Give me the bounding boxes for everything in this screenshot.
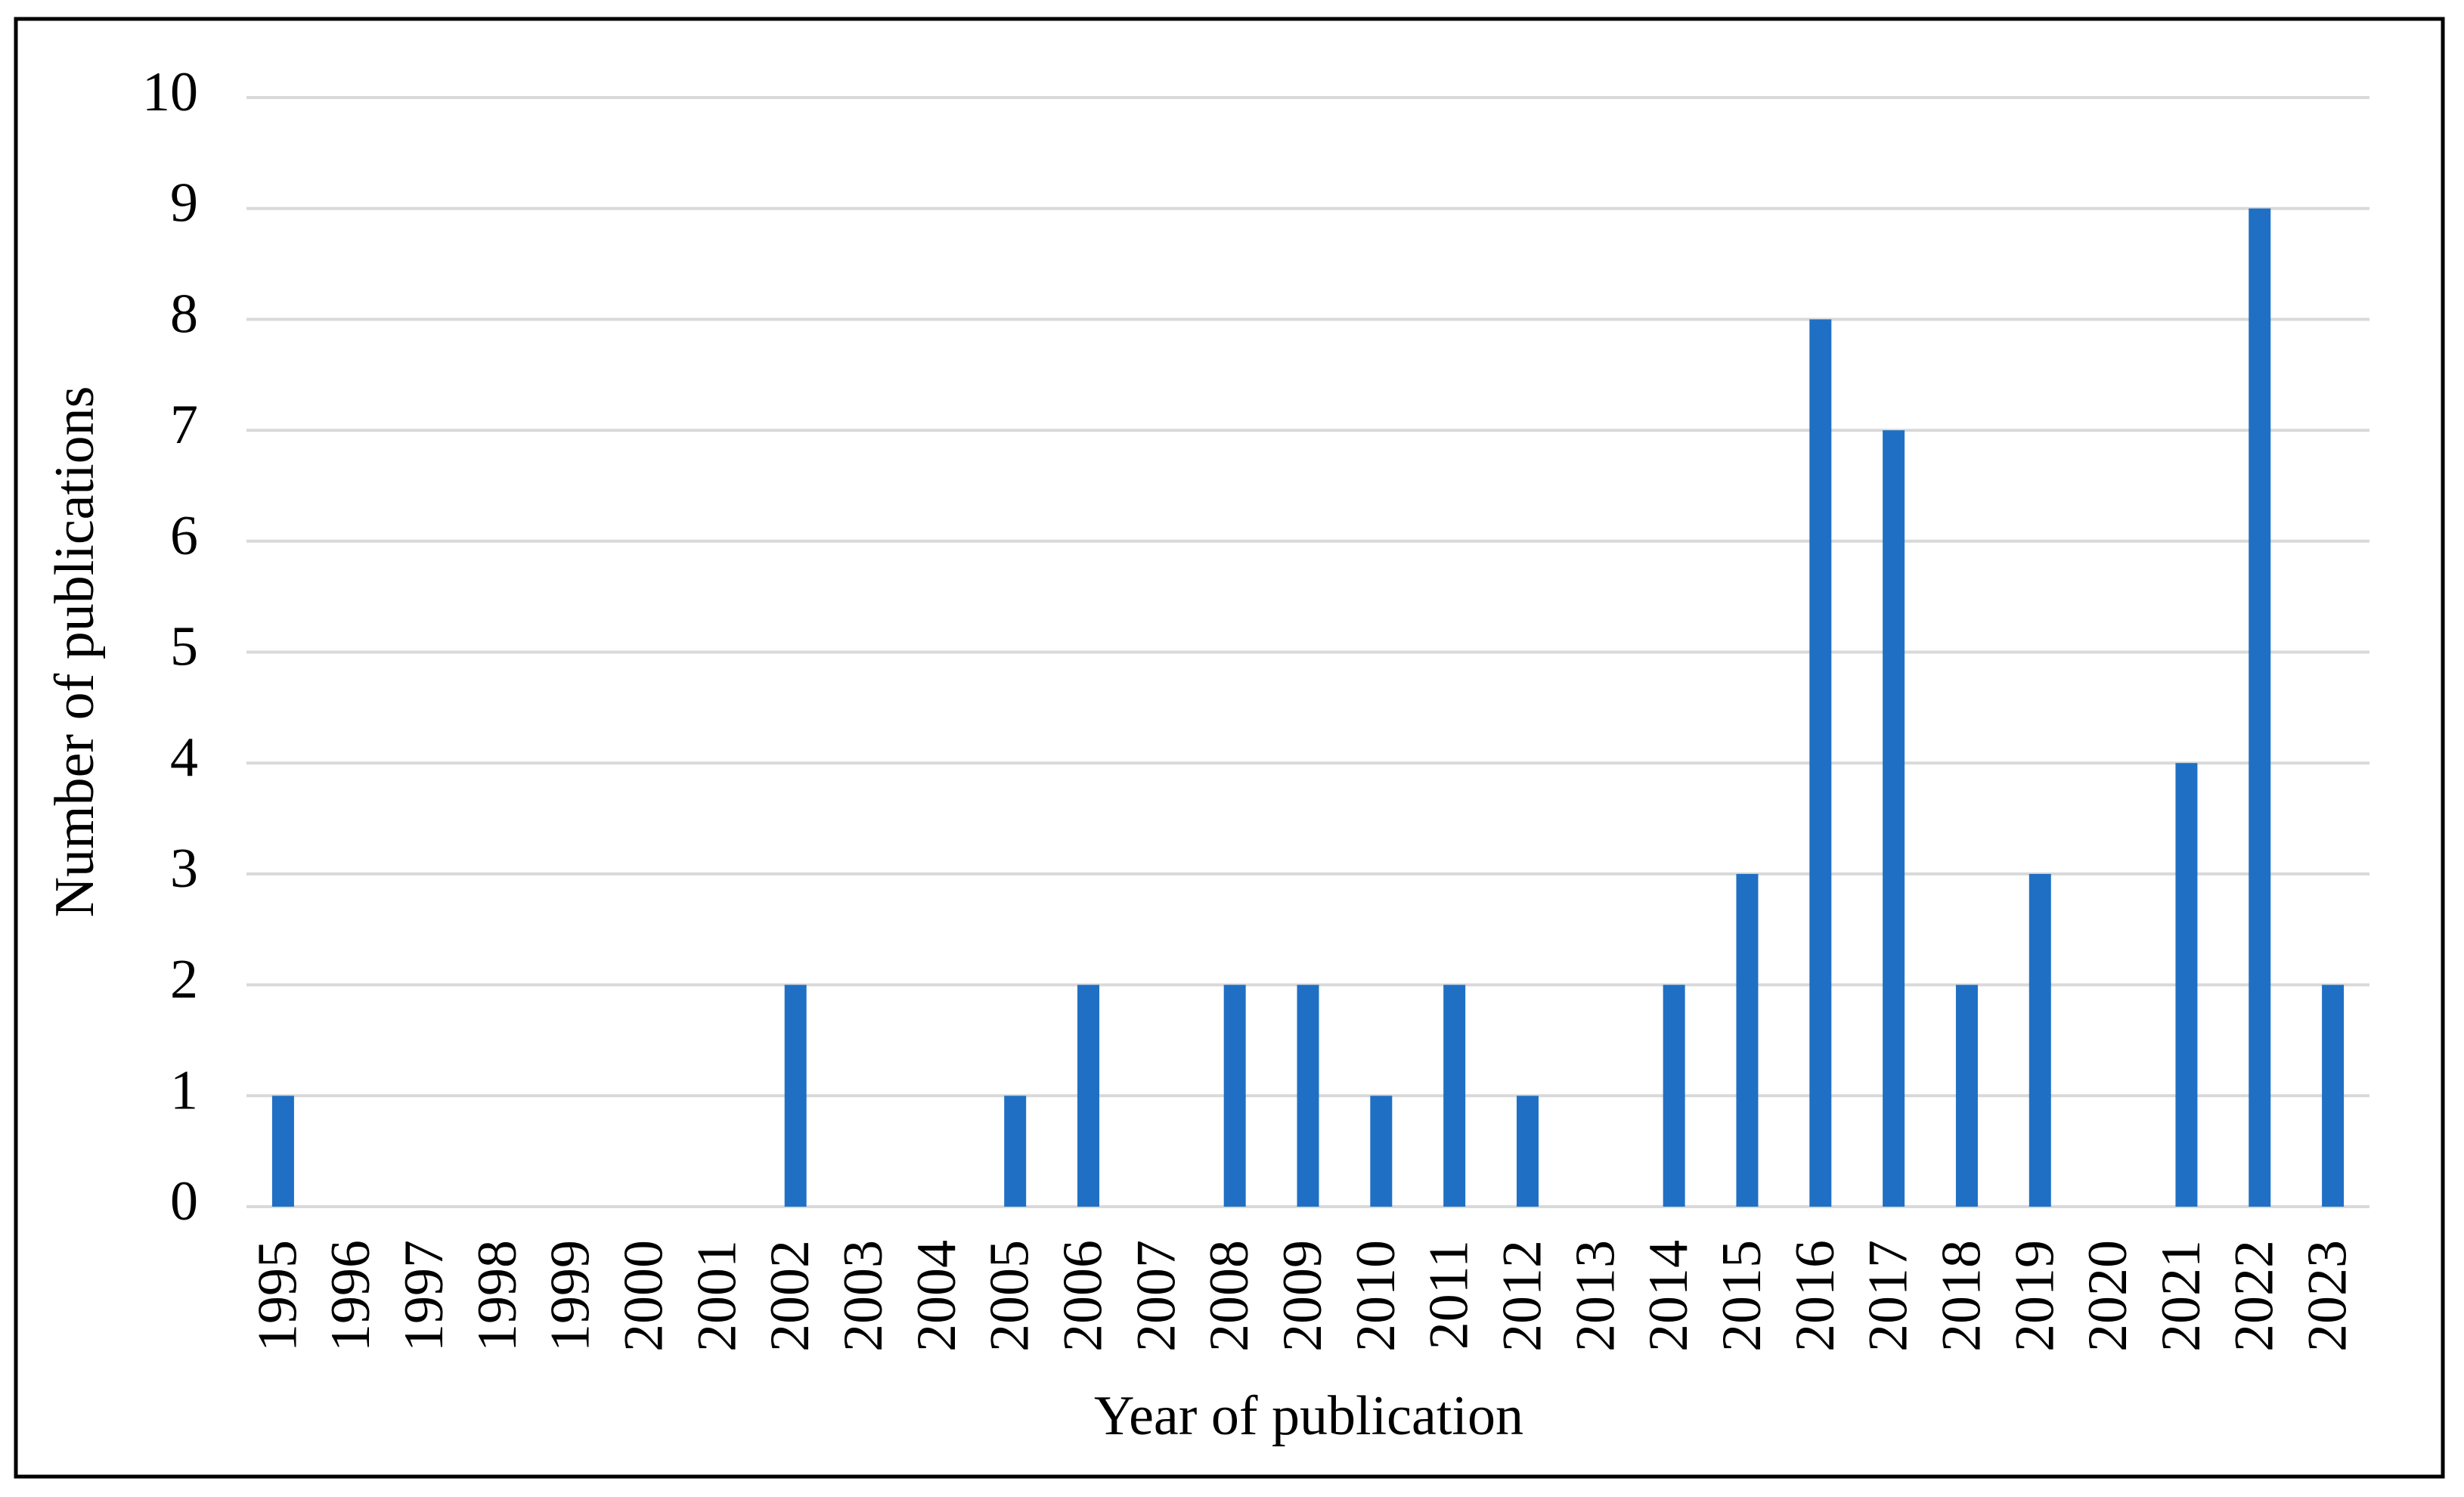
- x-tick-label: 2007: [1125, 1240, 1187, 1352]
- y-tick-label: 3: [170, 838, 198, 900]
- y-tick-label: 6: [170, 505, 198, 567]
- bar: [1370, 1096, 1393, 1207]
- chart-border: [14, 17, 2445, 1479]
- y-tick-label: 2: [170, 949, 198, 1011]
- x-tick-label: 2001: [686, 1240, 748, 1352]
- x-tick-label: 2016: [1784, 1240, 1846, 1352]
- bar: [2029, 873, 2051, 1207]
- bar: [2175, 763, 2198, 1207]
- y-tick-label: 0: [170, 1170, 198, 1232]
- x-tick-label: 2009: [1272, 1240, 1334, 1352]
- x-tick-label: 2008: [1198, 1240, 1260, 1352]
- x-tick-label: 2002: [759, 1240, 821, 1352]
- x-tick-label: 2000: [613, 1240, 675, 1352]
- bar: [1809, 319, 1832, 1207]
- x-tick-label: 2010: [1345, 1240, 1407, 1352]
- x-tick-label: 1996: [320, 1240, 382, 1352]
- y-tick-label: 1: [170, 1059, 198, 1121]
- y-tick-label: 9: [170, 172, 198, 234]
- x-tick-label: 2003: [832, 1240, 894, 1352]
- bar: [1516, 1096, 1539, 1207]
- bar: [784, 984, 807, 1207]
- x-tick-label: 2006: [1052, 1240, 1114, 1352]
- bar: [1736, 873, 1759, 1207]
- bar: [1004, 1096, 1027, 1207]
- x-tick-label: 1999: [540, 1240, 602, 1352]
- bar: [1663, 984, 1685, 1207]
- y-tick-label: 4: [170, 727, 198, 789]
- x-tick-label: 2017: [1858, 1240, 1920, 1352]
- y-tick-label: 10: [142, 61, 198, 123]
- x-tick-label: 2018: [1930, 1240, 1992, 1352]
- x-tick-label: 2013: [1564, 1240, 1626, 1352]
- x-tick-label: 2012: [1491, 1240, 1553, 1352]
- x-tick-label: 1995: [246, 1240, 308, 1352]
- bar: [1955, 984, 1978, 1207]
- bar: [1883, 430, 1905, 1207]
- x-tick-label: 1998: [466, 1240, 528, 1352]
- y-axis-title: Number of publications: [44, 386, 106, 918]
- x-tick-label: 1997: [393, 1240, 455, 1352]
- x-tick-label: 2005: [979, 1240, 1041, 1352]
- x-tick-label: 2022: [2224, 1240, 2286, 1352]
- x-tick-label: 2019: [2004, 1240, 2066, 1352]
- bar: [1297, 984, 1319, 1207]
- x-tick-label: 2023: [2297, 1240, 2359, 1352]
- x-tick-label: 2011: [1418, 1240, 1480, 1350]
- bar: [1443, 984, 1466, 1207]
- x-tick-label: 2004: [906, 1240, 968, 1352]
- x-tick-label: 2014: [1638, 1240, 1700, 1352]
- bar: [271, 1096, 294, 1207]
- bar: [2322, 984, 2345, 1207]
- bar: [1223, 984, 1246, 1207]
- x-tick-label: 2020: [2077, 1240, 2139, 1352]
- y-tick-label: 5: [170, 615, 198, 677]
- x-tick-label: 2015: [1711, 1240, 1773, 1352]
- x-axis-title: Year of publication: [1094, 1385, 1523, 1447]
- bar: [1077, 984, 1100, 1207]
- bar: [2249, 208, 2271, 1207]
- y-tick-label: 7: [170, 394, 198, 456]
- y-tick-label: 8: [170, 283, 198, 345]
- x-tick-label: 2021: [2150, 1240, 2212, 1352]
